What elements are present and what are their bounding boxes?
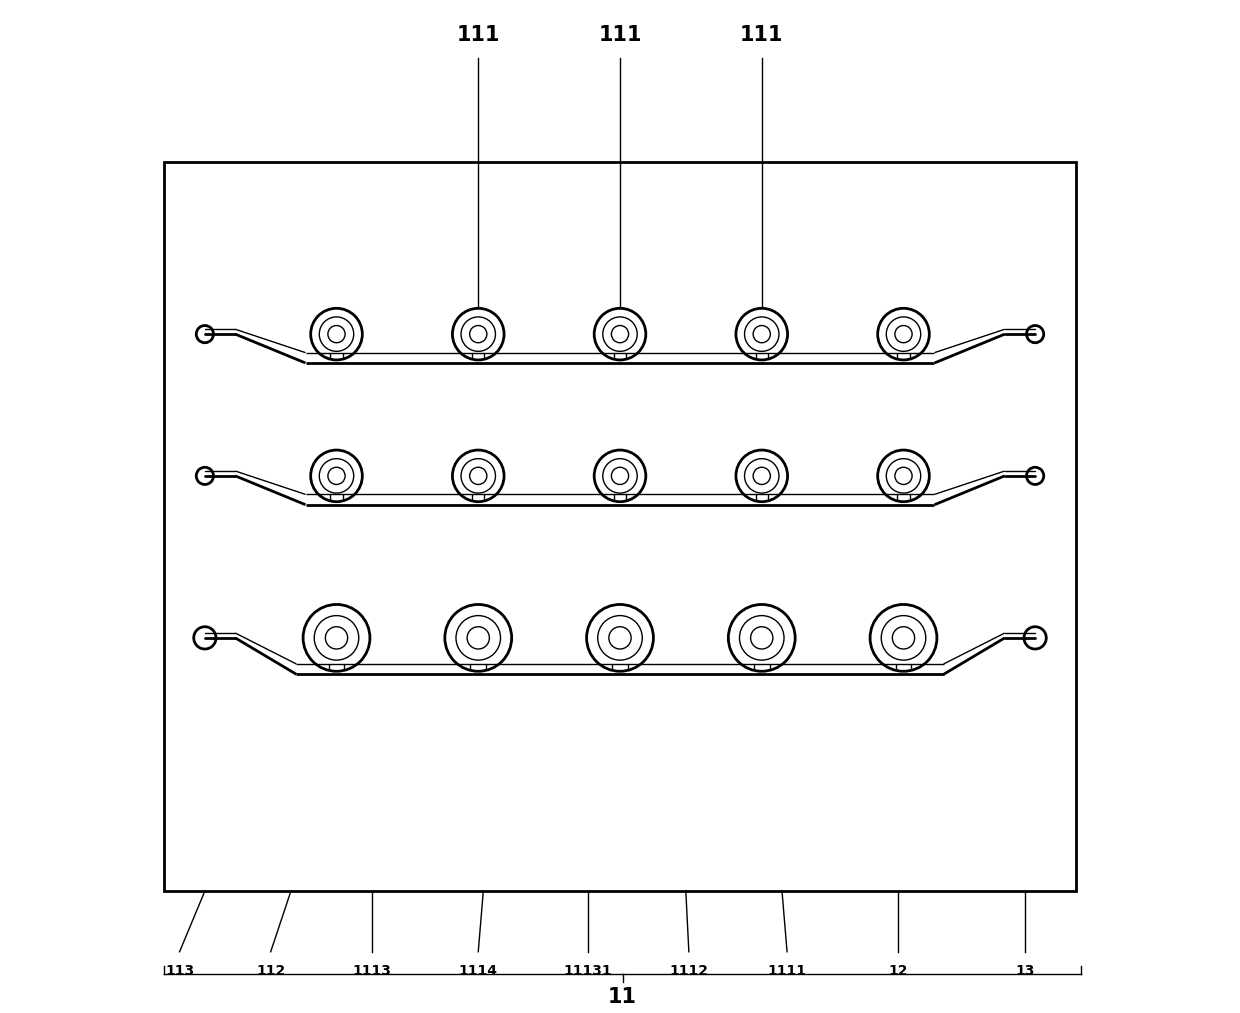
Text: 12: 12: [889, 964, 908, 978]
Text: 111: 111: [740, 25, 784, 46]
Text: 111: 111: [598, 25, 642, 46]
Text: 113: 113: [165, 964, 195, 978]
Text: 111: 111: [456, 25, 500, 46]
Text: 1114: 1114: [459, 964, 497, 978]
Text: 1111: 1111: [768, 964, 806, 978]
Text: 11131: 11131: [563, 964, 611, 978]
Text: 1113: 1113: [352, 964, 392, 978]
Text: 112: 112: [257, 964, 285, 978]
Text: 11: 11: [608, 988, 637, 1007]
Text: 13: 13: [1016, 964, 1034, 978]
Text: 1112: 1112: [670, 964, 708, 978]
FancyBboxPatch shape: [165, 162, 1075, 891]
